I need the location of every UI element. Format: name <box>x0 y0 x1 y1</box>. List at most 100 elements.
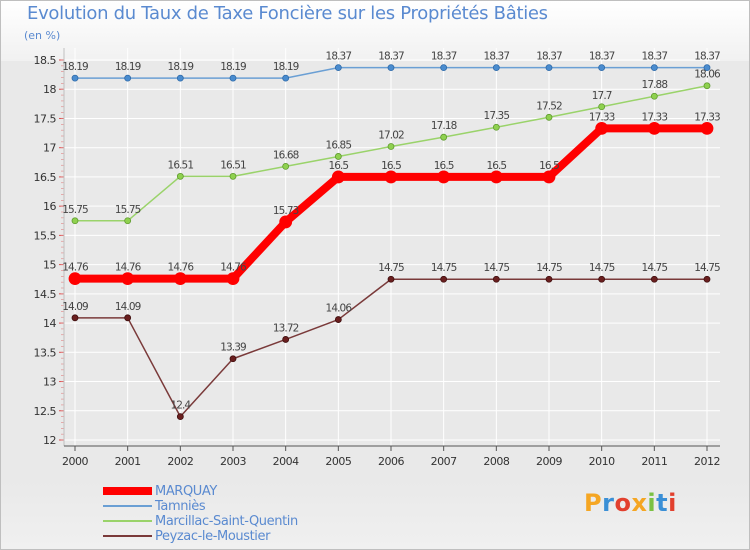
logo-letter: t <box>656 489 669 517</box>
y-tick-label: 16.5 <box>34 171 57 184</box>
y-tick-label: 17.5 <box>34 112 57 125</box>
logo-letter: i <box>647 489 657 517</box>
data-point <box>440 64 448 71</box>
x-tick-label: 2008 <box>483 455 509 468</box>
data-point <box>387 143 395 150</box>
y-tick-label: 13 <box>43 376 56 389</box>
data-point <box>71 217 79 225</box>
x-tick-label: 2010 <box>589 455 615 468</box>
data-label: 18.37 <box>431 51 457 63</box>
data-label: 14.75 <box>536 262 562 274</box>
y-tick-label: 18 <box>43 83 56 96</box>
data-point <box>650 275 658 283</box>
data-label: 17.35 <box>484 110 510 122</box>
y-tick-label: 18.5 <box>34 54 57 67</box>
proxiti-logo: Proxiti <box>584 489 677 517</box>
data-label: 16.68 <box>273 149 299 161</box>
data-label: 16.5 <box>434 160 454 172</box>
data-point <box>492 123 500 131</box>
data-label: 16.85 <box>326 139 352 151</box>
y-tick-label: 15 <box>43 259 56 272</box>
data-label: 14.76 <box>115 262 142 274</box>
data-label: 18.37 <box>694 51 720 63</box>
data-label: 18.06 <box>694 69 721 81</box>
data-point <box>176 74 184 82</box>
unit-label: (en %) <box>24 29 61 42</box>
data-point <box>545 64 553 71</box>
data-point <box>334 316 342 323</box>
data-label: 16.51 <box>220 159 246 171</box>
y-tick-label: 15.5 <box>34 229 57 242</box>
data-label: 16.5 <box>539 160 559 172</box>
logo-letter: x <box>631 489 648 517</box>
data-point <box>384 170 398 184</box>
data-point <box>229 172 237 180</box>
data-label: 17.18 <box>431 120 457 132</box>
data-label: 17.33 <box>589 111 615 123</box>
y-tick-label: 14 <box>43 317 56 330</box>
data-label: 17.52 <box>536 100 562 112</box>
data-label: 18.37 <box>326 51 352 63</box>
data-point <box>545 275 553 283</box>
data-label: 16.5 <box>486 160 506 172</box>
data-label: 13.72 <box>273 322 299 334</box>
data-label: 18.19 <box>62 61 88 73</box>
data-point <box>542 170 556 184</box>
data-point <box>176 172 184 180</box>
data-label: 14.76 <box>62 262 89 274</box>
data-label: 15.75 <box>115 204 141 216</box>
data-label: 14.75 <box>378 262 404 274</box>
data-point <box>229 355 237 363</box>
data-point <box>703 64 711 71</box>
data-point <box>595 121 609 135</box>
data-label: 17.02 <box>378 130 404 142</box>
data-point <box>489 170 503 184</box>
data-label: 13.39 <box>220 342 246 354</box>
x-tick-label: 2007 <box>431 455 457 468</box>
data-point <box>650 64 658 71</box>
data-point <box>71 74 79 82</box>
data-point <box>282 336 290 343</box>
logo-letter: P <box>584 489 603 517</box>
data-point <box>492 275 500 283</box>
data-point <box>71 314 79 322</box>
legend-label: MARQUAY <box>155 484 217 499</box>
data-label: 12.4 <box>170 400 191 412</box>
data-label: 14.09 <box>62 301 88 313</box>
data-label: 15.73 <box>273 205 299 217</box>
data-label: 14.76 <box>168 262 195 274</box>
data-point <box>598 275 606 283</box>
data-point <box>703 82 711 90</box>
data-label: 17.33 <box>642 111 668 123</box>
logo-letter: o <box>614 489 632 517</box>
data-point <box>124 217 132 225</box>
data-point <box>334 64 342 71</box>
x-tick-label: 2001 <box>115 455 141 468</box>
y-tick-label: 17 <box>43 142 56 155</box>
data-label: 14.09 <box>115 301 141 313</box>
data-point <box>598 103 606 111</box>
data-point <box>647 121 661 135</box>
grid-layer <box>64 48 720 446</box>
data-point <box>545 113 553 121</box>
data-point <box>121 272 135 286</box>
data-point <box>598 64 606 71</box>
data-label: 18.37 <box>589 51 615 63</box>
data-point <box>282 74 290 82</box>
data-point <box>437 170 451 184</box>
x-tick-label: 2009 <box>536 455 562 468</box>
data-label: 17.7 <box>592 90 612 102</box>
data-label: 17.33 <box>694 111 720 123</box>
x-tick-label: 2004 <box>273 455 299 468</box>
data-label: 14.75 <box>484 262 510 274</box>
legend-swatch <box>103 487 152 495</box>
data-point <box>440 133 448 141</box>
y-tick-label: 14.5 <box>34 288 57 301</box>
data-point <box>387 275 395 283</box>
x-tick-label: 2005 <box>325 455 351 468</box>
data-point <box>700 121 714 135</box>
data-label: 14.76 <box>220 262 247 274</box>
data-label: 14.06 <box>326 303 353 315</box>
x-tick-label: 2003 <box>220 455 246 468</box>
